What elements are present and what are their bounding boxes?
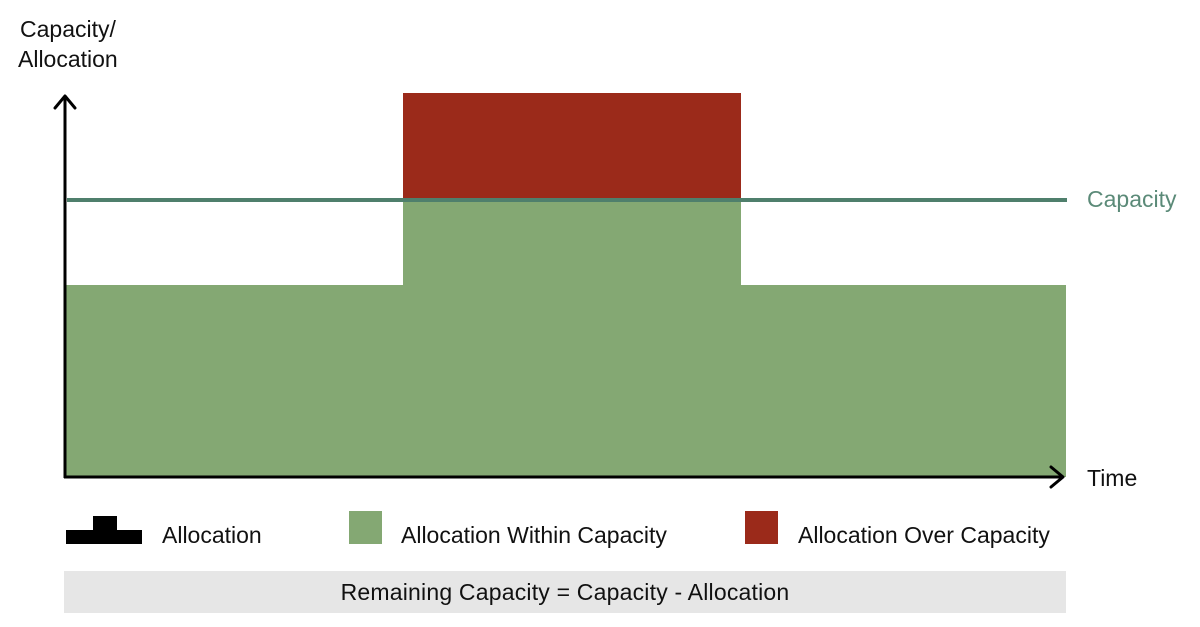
legend-allocation-label: Allocation <box>162 522 262 548</box>
y-axis-label-line2: Allocation <box>18 46 118 72</box>
x-axis-label: Time <box>1087 465 1137 491</box>
y-axis-arrow-icon <box>53 94 77 110</box>
y-axis-label-line1: Capacity/ <box>20 16 116 42</box>
allocation-legend-icon <box>66 516 142 544</box>
allocation-within-left <box>66 285 405 477</box>
allocation-within-right <box>739 285 1066 477</box>
legend-over-capacity-label: Allocation Over Capacity <box>798 522 1050 548</box>
within-capacity-legend-swatch <box>349 511 382 544</box>
over-capacity-legend-swatch <box>745 511 778 544</box>
remaining-capacity-formula: Remaining Capacity = Capacity - Allocati… <box>64 571 1066 613</box>
capacity-label: Capacity <box>1087 186 1177 212</box>
x-axis-arrow-icon <box>1049 465 1065 489</box>
allocation-within-middle <box>403 198 741 477</box>
allocation-over-capacity-block <box>403 93 741 199</box>
formula-text: Remaining Capacity = Capacity - Allocati… <box>340 578 790 605</box>
legend-within-capacity-label: Allocation Within Capacity <box>401 522 667 548</box>
